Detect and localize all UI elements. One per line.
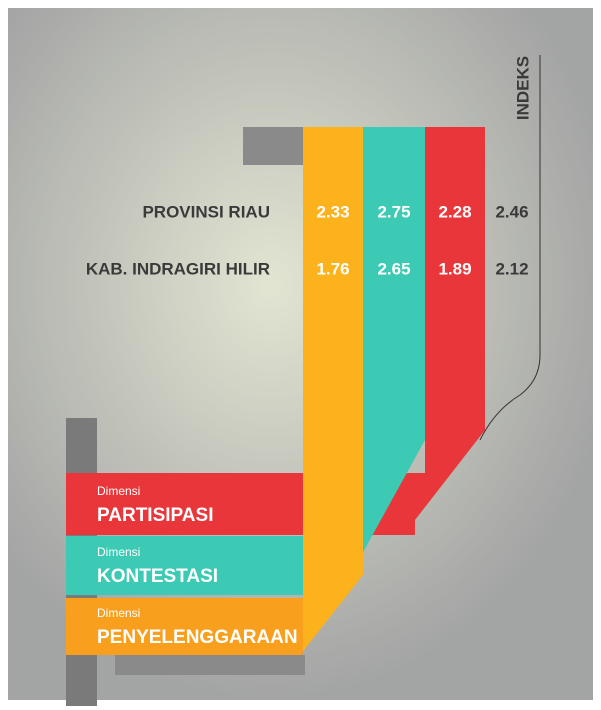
- row-value: 2.33: [316, 202, 349, 221]
- row-value: 2.28: [438, 202, 471, 221]
- row-value: 2.75: [377, 202, 410, 221]
- row-value: 2.65: [377, 259, 410, 278]
- row-label: PROVINSI RIAU: [142, 202, 270, 221]
- index-line: [479, 55, 541, 441]
- row-value: 1.76: [316, 259, 349, 278]
- band-shade: [66, 598, 303, 655]
- row-value: 2.46: [495, 202, 528, 221]
- deco-block: [243, 127, 303, 165]
- dimension-name: PENYELENGGARAAN: [97, 627, 298, 648]
- row-label: KAB. INDRAGIRI HILIR: [86, 259, 270, 278]
- row-value: 1.89: [438, 259, 471, 278]
- dimension-prefix: Dimensi: [97, 545, 140, 559]
- dimension-prefix: Dimensi: [97, 484, 140, 498]
- index-label: INDEKS: [513, 56, 532, 120]
- ribbon-teal: [66, 127, 425, 595]
- ribbon-red: [66, 127, 485, 535]
- row-value: 2.12: [495, 259, 528, 278]
- rows: PROVINSI RIAU 2.33 2.75 2.28 2.46 KAB. INDRAG…: [86, 202, 529, 278]
- dimension-prefix: Dimensi: [97, 606, 140, 620]
- deco-bar: [115, 655, 305, 675]
- dimension-name: KONTESTASI: [97, 566, 218, 587]
- dimensions: Dimensi PARTISIPASI Dimensi KONTESTASI Dimen…: [97, 484, 298, 648]
- dimension-name: PARTISIPASI: [97, 505, 213, 526]
